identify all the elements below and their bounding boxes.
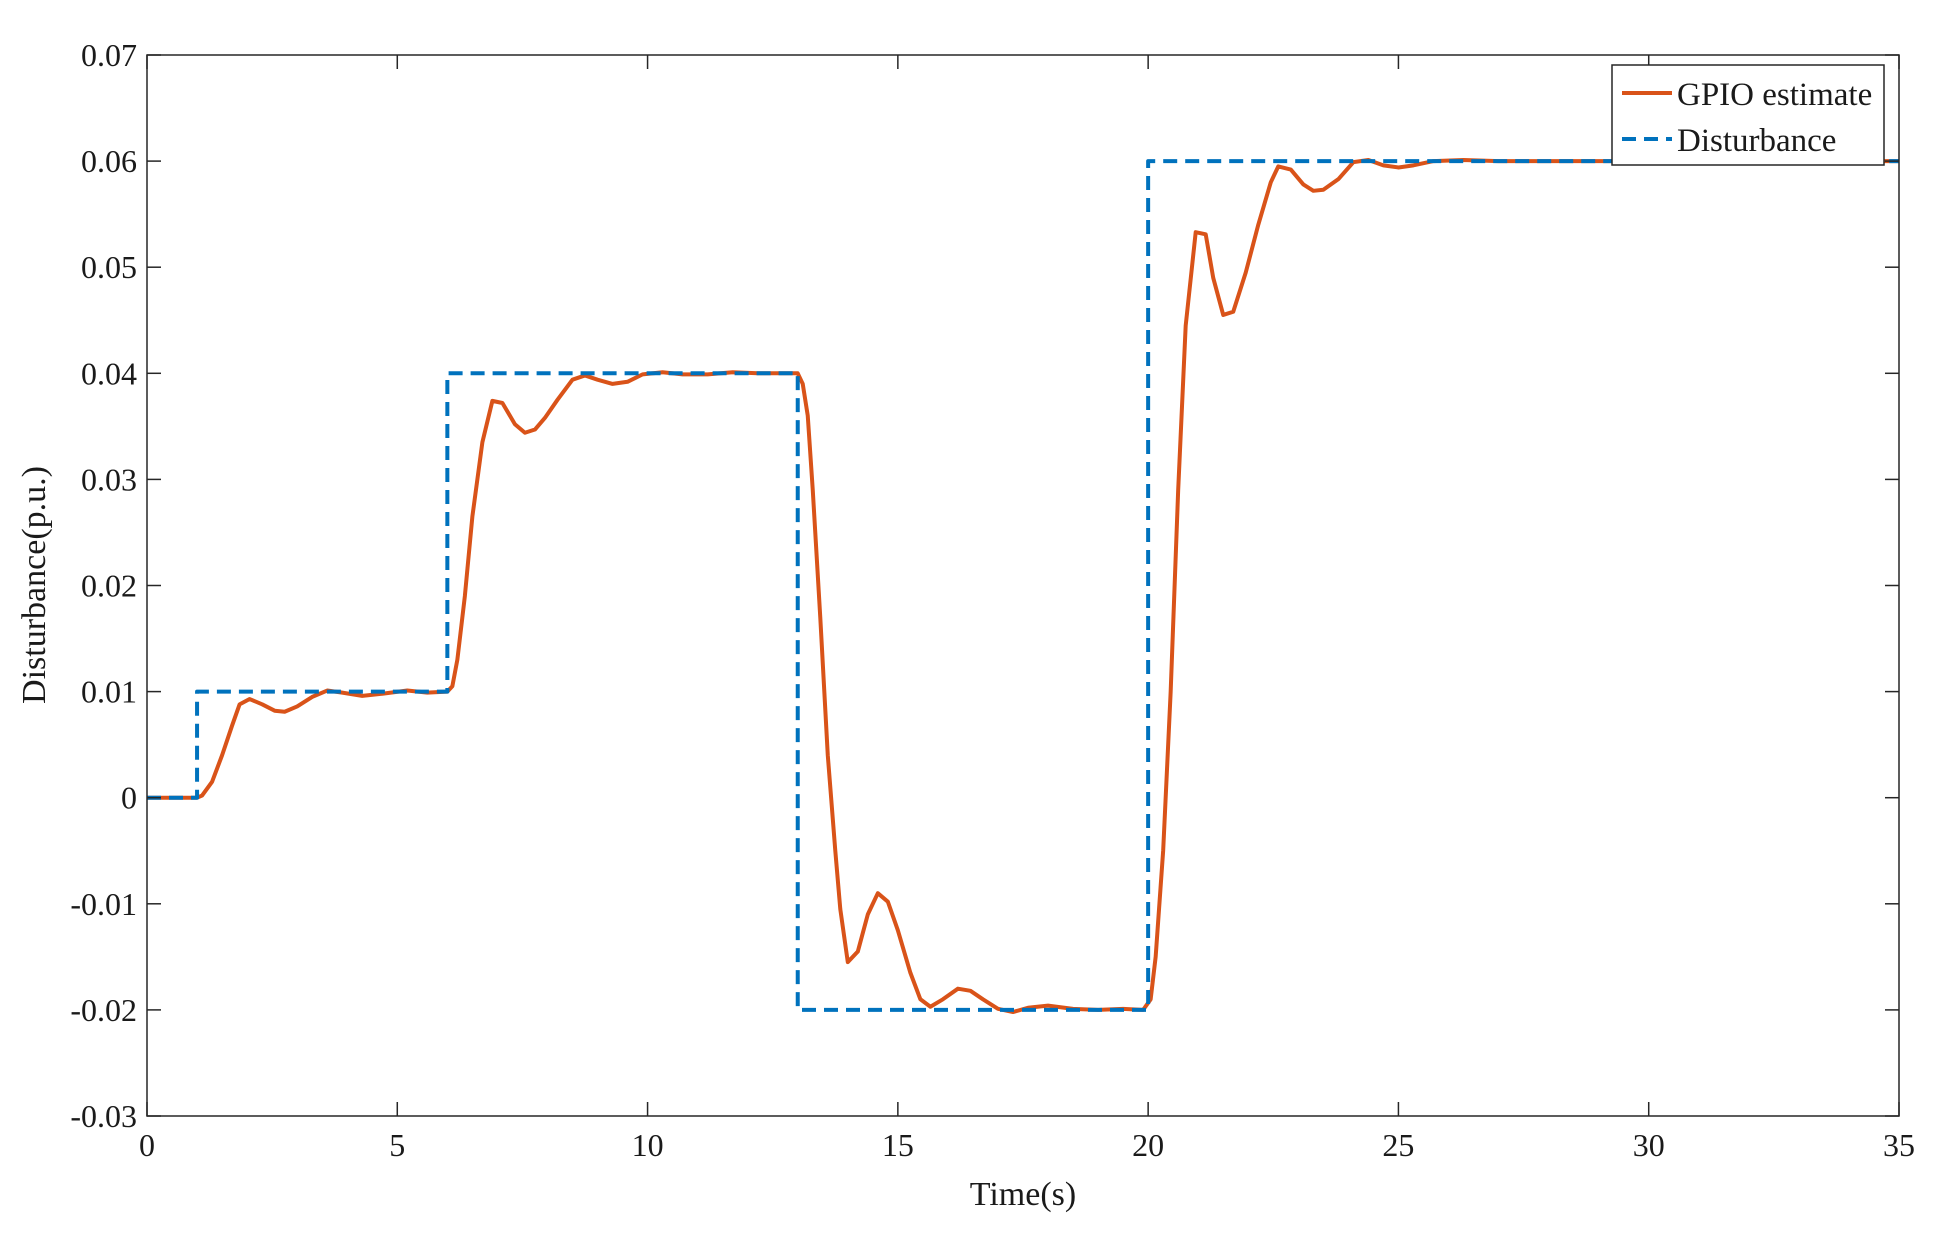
y-tick-label: 0.06 xyxy=(81,143,137,179)
y-tick-label: 0.04 xyxy=(81,355,137,391)
legend-label-gpio-estimate: GPIO estimate xyxy=(1677,77,1872,113)
y-tick-label: -0.03 xyxy=(70,1098,137,1134)
x-tick-label: 35 xyxy=(1883,1127,1915,1163)
x-axis-label: Time(s) xyxy=(970,1176,1076,1213)
x-tick-label: 30 xyxy=(1633,1127,1665,1163)
legend-label-disturbance: Disturbance xyxy=(1677,123,1836,159)
y-tick-label: 0.05 xyxy=(81,249,137,285)
y-tick-label: 0.03 xyxy=(81,461,137,497)
x-tick-label: 0 xyxy=(139,1127,155,1163)
series-line-gpio-estimate xyxy=(147,158,1899,1015)
y-tick-label: 0.02 xyxy=(81,568,137,604)
series-line-disturbance xyxy=(147,159,1899,1012)
y-tick-label: 0 xyxy=(121,780,137,816)
legend: GPIO estimate Disturbance xyxy=(1611,64,1885,166)
x-tick-label: 5 xyxy=(389,1127,405,1163)
y-tick-label: -0.02 xyxy=(70,992,137,1028)
y-tick-label: 0.07 xyxy=(81,37,137,73)
y-axis-label: Disturbance(p.u.) xyxy=(16,466,53,704)
y-tick-label: 0.01 xyxy=(81,674,137,710)
series-layer xyxy=(147,158,1899,1015)
x-tick-label: 15 xyxy=(882,1127,914,1163)
ticks-layer: 0 5 10 15 20 25 30 35 -0.03 -0.02 -0.01 0 0.01 0.02 0.… xyxy=(70,37,1915,1163)
y-tick-label: -0.01 xyxy=(70,886,137,922)
plot-area xyxy=(147,55,1899,1116)
x-tick-label: 25 xyxy=(1382,1127,1414,1163)
legend-box xyxy=(1611,64,1885,166)
x-tick-label: 10 xyxy=(632,1127,664,1163)
x-tick-label: 20 xyxy=(1132,1127,1164,1163)
